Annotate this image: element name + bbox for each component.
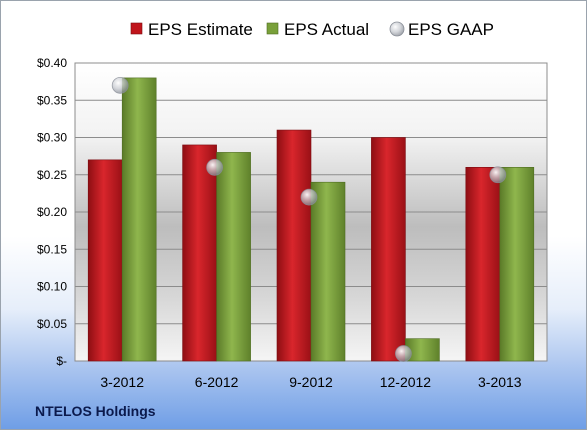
bar-eps-estimate: [276, 129, 312, 362]
y-tick-label: $-: [56, 354, 67, 368]
legend-eps-estimate-label: EPS Estimate: [148, 20, 253, 39]
bar-eps-actual: [499, 167, 535, 362]
marker-eps-gaap: [111, 76, 129, 94]
marker-eps-gaap: [489, 166, 507, 184]
bar-eps-estimate: [182, 144, 217, 362]
legend: EPS Estimate EPS Actual EPS GAAP: [130, 20, 494, 39]
bar-eps-actual: [216, 152, 251, 362]
y-tick-label: $0.20: [37, 205, 67, 219]
y-tick-label: $0.05: [37, 317, 67, 331]
legend-eps-gaap-label: EPS GAAP: [408, 20, 494, 39]
company-name: NTELOS Holdings: [35, 403, 156, 419]
y-tick-label: $0.35: [37, 93, 67, 107]
bar-eps-actual: [121, 77, 157, 362]
legend-eps-actual-swatch: [266, 22, 279, 35]
x-tick-label: 3-2012: [100, 374, 144, 390]
y-tick-label: $0.25: [37, 168, 67, 182]
y-tick-label: $0.10: [37, 280, 67, 294]
y-tick-label: $0.15: [37, 242, 67, 256]
marker-eps-gaap: [394, 345, 412, 362]
legend-eps-gaap-swatch: [389, 21, 405, 37]
bar-eps-estimate: [465, 167, 501, 362]
y-tick-label: $0.40: [37, 56, 67, 70]
marker-eps-gaap: [206, 158, 224, 176]
bar-eps-estimate: [371, 137, 406, 362]
x-tick-label: 9-2012: [289, 374, 333, 390]
bar-eps-estimate: [87, 159, 123, 362]
x-tick-label: 12-2012: [380, 374, 432, 390]
bar-eps-actual: [310, 181, 346, 362]
legend-eps-estimate-swatch: [130, 22, 143, 35]
x-tick-label: 6-2012: [195, 374, 239, 390]
legend-eps-actual-label: EPS Actual: [284, 20, 369, 39]
marker-eps-gaap: [300, 188, 318, 206]
y-tick-label: $0.30: [37, 131, 67, 145]
plot-area: $- $0.05 $0.10 $0.15 $0.20 $0.25 $0.30 $0.35 $0.…: [37, 56, 548, 390]
x-tick-label: 3-2013: [478, 374, 522, 390]
